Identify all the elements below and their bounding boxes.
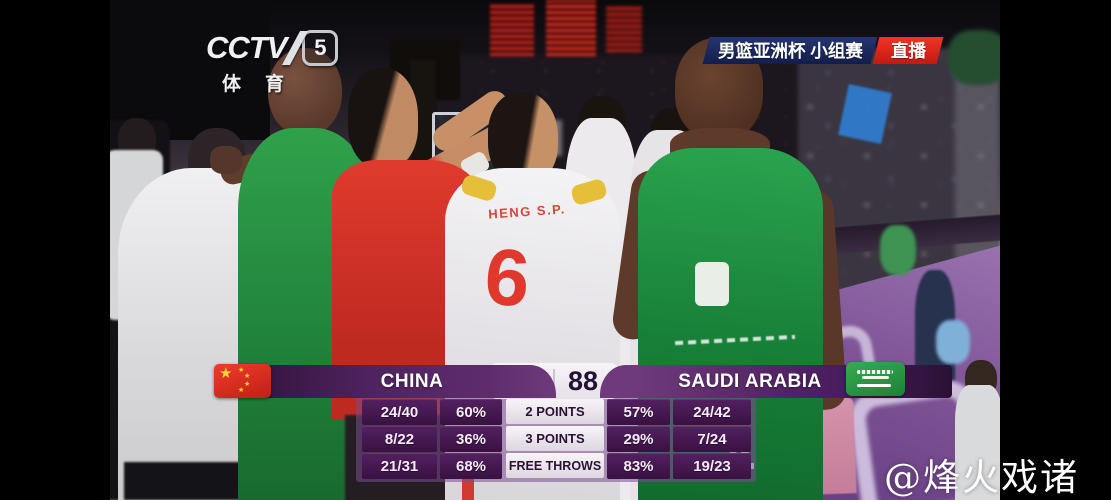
event-title: 男篮亚洲杯 小组赛 xyxy=(717,41,863,61)
flag-script xyxy=(862,376,889,379)
china-flag: ★ ★ ★ ★ ★ xyxy=(214,364,271,398)
flag-script xyxy=(857,370,893,374)
home-team-name: CHINA xyxy=(380,370,444,392)
chest-patch xyxy=(695,262,729,306)
home-pct: 60% xyxy=(440,399,502,425)
home-team-bar: CHINA xyxy=(216,365,556,398)
coach-hand xyxy=(210,146,242,174)
channel-number: 5 xyxy=(302,30,339,66)
stat-label: FREE THROWS xyxy=(506,453,604,478)
away-team-name: SAUDI ARABIA xyxy=(678,370,822,392)
stats-row-3points: 8/22 36% 3 POINTS 29% 7/24 xyxy=(362,426,751,452)
live-badge: 直播 xyxy=(872,37,944,64)
home-made: 21/31 xyxy=(362,453,437,479)
flag-star: ★ xyxy=(244,373,251,380)
home-made: 24/40 xyxy=(362,399,437,425)
led-digits xyxy=(606,6,642,52)
away-made: 19/23 xyxy=(673,453,751,479)
pillarbox-right xyxy=(1000,0,1111,500)
away-made: 24/42 xyxy=(673,399,751,425)
stats-table: 24/40 60% 2 POINTS 57% 24/42 8/22 36% 3 … xyxy=(362,399,751,479)
led-digits xyxy=(546,0,596,56)
home-pct: 68% xyxy=(440,453,502,479)
away-pct: 29% xyxy=(607,426,670,452)
channel-logo-text: CCTV xyxy=(206,30,287,65)
aisle xyxy=(955,60,1000,280)
equipment-dark xyxy=(110,0,270,140)
flag-sword xyxy=(857,384,891,387)
stats-row-freethrows: 21/31 68% FREE THROWS 83% 19/23 xyxy=(362,453,751,479)
home-made: 8/22 xyxy=(362,426,437,452)
stat-label: 3 POINTS xyxy=(506,426,604,451)
flag-star: ★ xyxy=(219,365,233,382)
spectator-white xyxy=(955,385,1000,500)
flag-star: ★ xyxy=(238,387,245,394)
stat-label: 2 POINTS xyxy=(506,399,604,424)
stats-row-2points: 24/40 60% 2 POINTS 57% 24/42 xyxy=(362,399,751,425)
spectator-green xyxy=(880,225,916,275)
event-title-box: 男篮亚洲杯 小组赛 xyxy=(702,37,878,64)
red-player-head xyxy=(348,68,418,168)
channel-logo: CCTV 5 体育 xyxy=(206,30,339,96)
watermark: @烽火戏诸侯 xyxy=(884,456,1079,499)
pillarbox-left xyxy=(0,0,110,500)
away-pct: 83% xyxy=(607,453,670,479)
saudi-arabia-flag xyxy=(846,362,905,396)
event-banner: 男篮亚洲杯 小组赛 直播 xyxy=(702,37,944,64)
channel-subtitle: 体育 xyxy=(222,74,309,95)
away-score: 88 xyxy=(567,365,599,396)
garland xyxy=(948,30,1000,85)
player6-number: 6 xyxy=(481,231,533,324)
score-divider xyxy=(553,369,555,393)
led-digits xyxy=(490,4,534,56)
live-label: 直播 xyxy=(890,41,926,61)
flag-star: ★ xyxy=(238,367,245,374)
away-pct: 57% xyxy=(607,399,670,425)
home-pct: 36% xyxy=(440,426,502,452)
led-scoreboard xyxy=(490,0,642,60)
flag-star: ★ xyxy=(244,381,251,388)
away-made: 7/24 xyxy=(673,426,751,452)
spectator-blue xyxy=(936,320,970,364)
